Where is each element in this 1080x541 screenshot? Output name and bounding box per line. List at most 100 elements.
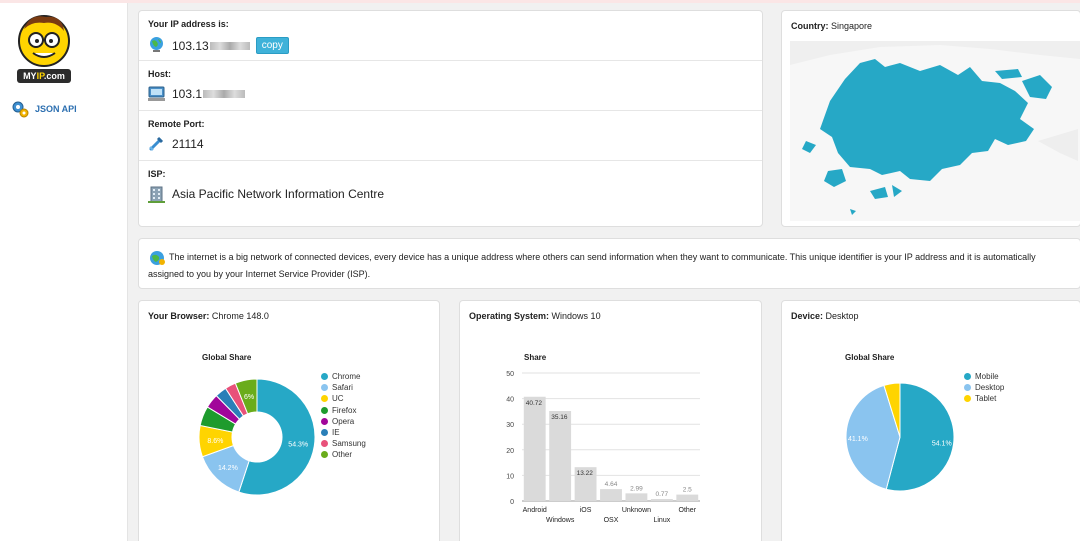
browser-legend-dot-other [321, 451, 328, 459]
building-icon [148, 186, 165, 203]
os-category-label-ios: iOS [580, 507, 592, 514]
browser-legend-item-chrome[interactable]: Chrome [321, 371, 366, 382]
device-card: Device: Desktop Global Share 54.1% 41.1% … [781, 300, 1080, 541]
device-slice-desktop[interactable] [845, 384, 901, 490]
browser-legend-label-opera: Opera [332, 416, 355, 426]
network-globe-icon [150, 250, 165, 265]
browser-label: Your Browser: [148, 311, 210, 321]
country-card: Country: Singapore [781, 10, 1080, 227]
os-ytick-0: 0 [510, 499, 514, 506]
os-ytick-50: 50 [506, 371, 514, 378]
copy-ip-button[interactable]: copy [255, 37, 289, 54]
isp-label: ISP: [148, 169, 166, 179]
device-legend-item-mobile[interactable]: Mobile [964, 371, 1004, 382]
browser-legend-item-opera[interactable]: Opera [321, 416, 366, 427]
port-plug-icon [149, 136, 164, 151]
browser-slice-label-chrome: 54.3% [288, 442, 308, 449]
logo-text-my: MY [23, 71, 37, 81]
singapore-main-island [820, 59, 1034, 181]
browser-legend-dot-safari [321, 384, 328, 392]
device-slice-tablet[interactable] [883, 382, 901, 438]
southern-island-3 [850, 209, 856, 215]
os-bar-other[interactable] [676, 494, 699, 501]
browser-legend-label-uc: UC [332, 394, 344, 404]
isp-value[interactable]: Asia Pacific Network Information Centre [172, 187, 385, 201]
browser-slice-label-other: 6% [244, 394, 254, 401]
device-legend-dot-desktop [964, 384, 971, 392]
os-category-label-android: Android [523, 507, 547, 514]
browser-legend: Chrome Safari UC Firefox Opera IE Samsung Other [321, 371, 366, 461]
os-ytick-20: 20 [506, 448, 514, 455]
southern-island-1 [870, 187, 888, 199]
browser-legend-item-ie[interactable]: IE [321, 427, 366, 438]
device-legend-dot-mobile [964, 373, 971, 381]
os-bar-unknown[interactable] [625, 493, 648, 501]
logo[interactable] [16, 11, 72, 87]
os-bar-windows[interactable] [549, 410, 572, 501]
remote-port-value[interactable]: 21114 [172, 137, 204, 151]
os-value-label-windows: 35.16 [551, 414, 568, 421]
browser-legend-label-samsung: Samsung [332, 439, 366, 449]
ip-info-card: Your IP address is: 103.13 copy Host: 10… [138, 10, 763, 227]
os-bar-linux[interactable] [650, 499, 673, 501]
browser-legend-item-safari[interactable]: Safari [321, 382, 366, 393]
device-slice-mobile[interactable] [885, 382, 955, 492]
os-category-label-osx: OSX [604, 517, 619, 524]
device-slice-label-mobile: 54.1% [932, 440, 952, 447]
device-legend-label-mobile: Mobile [975, 372, 999, 382]
device-legend-label-tablet: Tablet [975, 394, 997, 404]
os-bar-chart: 0 10 20 30 40 50 40.72 Android 35.16 Windows 13.22… [506, 371, 700, 524]
browser-legend-item-firefox[interactable]: Firefox [321, 405, 366, 416]
browser-legend-dot-firefox [321, 406, 328, 414]
host-redaction [203, 90, 246, 98]
southern-island-4 [802, 141, 816, 153]
country-label: Country: [791, 21, 829, 31]
browser-legend-item-uc[interactable]: UC [321, 393, 366, 404]
east-coast-land [1038, 129, 1078, 161]
os-value-label-linux: 0.77 [656, 491, 669, 498]
os-ytick-40: 40 [506, 397, 514, 404]
browser-legend-dot-samsung [321, 440, 328, 448]
host-value-wrap: 103.1 [172, 87, 246, 101]
os-bar-android[interactable] [523, 396, 546, 501]
device-label: Device: [791, 311, 824, 321]
host-value[interactable]: 103.1 [172, 87, 203, 101]
ip-address-redaction [209, 41, 250, 50]
browser-legend-label-chrome: Chrome [332, 372, 361, 382]
info-card: The internet is a big network of connect… [138, 238, 1080, 289]
os-ytick-30: 30 [506, 422, 514, 429]
os-bar-ios[interactable] [574, 467, 597, 501]
sidebar: MYIP.com JSON API [0, 3, 128, 541]
info-text: The internet is a big network of connect… [148, 252, 1036, 279]
os-chart-title: Share [524, 353, 547, 362]
json-api-label: JSON API [35, 104, 77, 114]
os-category-label-other: Other [679, 507, 697, 514]
ip-address-row: Your IP address is: 103.13 copy [139, 11, 762, 61]
device-legend: Mobile Desktop Tablet [964, 371, 1004, 405]
device-pie-chart: 54.1% 41.1% [845, 382, 955, 492]
browser-legend-dot-ie [321, 429, 328, 437]
os-value-label-unknown: 2.99 [630, 485, 643, 492]
device-legend-dot-tablet [964, 395, 971, 403]
country-title: Country: Singapore [791, 21, 872, 31]
globe-icon [150, 37, 163, 52]
device-title: Device: Desktop [791, 311, 859, 321]
ip-address-value[interactable]: 103.13 [172, 38, 209, 53]
remote-port-value-wrap: 21114 [172, 137, 204, 151]
json-api-link[interactable]: JSON API [11, 100, 77, 118]
browser-legend-item-other[interactable]: Other [321, 449, 366, 460]
browser-value: Chrome 148.0 [211, 311, 269, 321]
device-slice-label-desktop: 41.1% [848, 436, 868, 443]
browser-legend-label-ie: IE [332, 428, 340, 438]
browser-slice-label-safari: 14.2% [218, 465, 238, 472]
os-bar-osx[interactable] [600, 489, 622, 501]
browser-donut-hole [231, 411, 283, 463]
browser-legend-label-other: Other [332, 450, 353, 460]
device-legend-item-tablet[interactable]: Tablet [964, 393, 1004, 404]
singapore-map [790, 41, 1080, 221]
computer-icon [148, 86, 165, 101]
browser-legend-item-samsung[interactable]: Samsung [321, 438, 366, 449]
device-legend-item-desktop[interactable]: Desktop [964, 382, 1004, 393]
isp-value-wrap: Asia Pacific Network Information Centre [172, 187, 384, 201]
logo-wordmark[interactable]: MYIP.com [17, 69, 71, 83]
